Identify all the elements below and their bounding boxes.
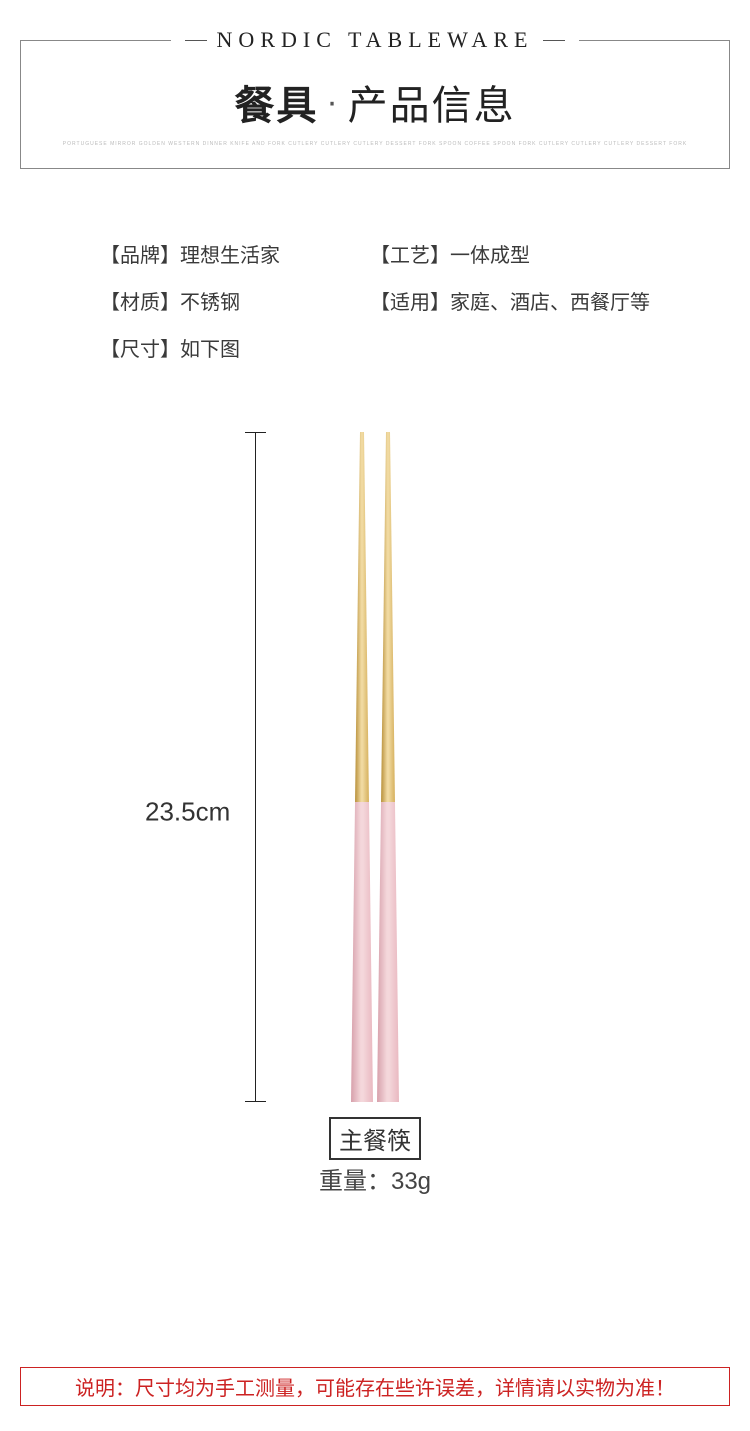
title-strong: 餐具 bbox=[234, 73, 318, 131]
header-box: NORDIC TABLEWARE 餐具 · 产品信息 PORTUGUESE MI… bbox=[20, 40, 730, 169]
spec-size: 【尺寸】如下图 bbox=[100, 333, 350, 362]
title-light: 产品信息 bbox=[348, 73, 516, 131]
spec-use: 【适用】家庭、酒店、西餐厅等 bbox=[370, 286, 650, 315]
diagram: 23.5cm bbox=[0, 432, 750, 1192]
spec-material: 【材质】不锈钢 bbox=[100, 286, 350, 315]
chopstick-right bbox=[376, 432, 400, 1102]
eyebrow-wrap: NORDIC TABLEWARE bbox=[21, 27, 729, 53]
footer-note: 说明：尺寸均为手工测量，可能存在些许误差，详情请以实物为准！ bbox=[20, 1367, 730, 1406]
spec-grid: 【品牌】理想生活家 【工艺】一体成型 【材质】不锈钢 【适用】家庭、酒店、西餐厅… bbox=[100, 239, 650, 362]
dimension-line bbox=[255, 432, 256, 1102]
title-dot: · bbox=[326, 83, 339, 122]
chopstick-left bbox=[350, 432, 374, 1102]
chopsticks bbox=[348, 432, 402, 1102]
product-name-label: 主餐筷 bbox=[329, 1117, 421, 1160]
title-line: 餐具 · 产品信息 bbox=[31, 73, 719, 131]
spec-craft: 【工艺】一体成型 bbox=[370, 239, 650, 268]
dimension-label: 23.5cm bbox=[145, 797, 230, 828]
weight-label: 重量：33g bbox=[319, 1161, 431, 1196]
tiny-subtitle: PORTUGUESE MIRROR GOLDEN WESTERN DINNER … bbox=[31, 141, 719, 148]
spec-brand: 【品牌】理想生活家 bbox=[100, 239, 350, 268]
eyebrow-text: NORDIC TABLEWARE bbox=[171, 27, 580, 53]
